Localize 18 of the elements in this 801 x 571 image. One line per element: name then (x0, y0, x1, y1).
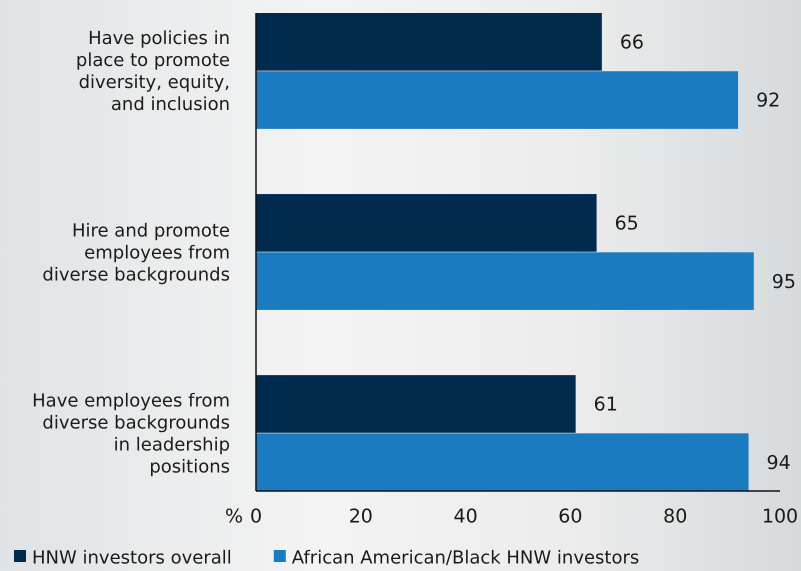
data-label: 94 (766, 452, 791, 474)
data-label: 61 (594, 394, 618, 416)
data-label: 92 (756, 90, 780, 112)
x-tick-label: 60 (558, 505, 582, 528)
y-tick-label: Hire and promote employees from diverse backgrounds (42, 220, 230, 286)
y-tick-label: Have policies in place to promote diversity, equity, and inclusion (76, 28, 230, 116)
x-tick-label: 40 (454, 505, 478, 528)
y-tick-label: Have employees from diverse backgrounds in leadership positions (32, 390, 230, 478)
x-tick-label: 0 (250, 505, 262, 528)
x-tick-label: 100 (762, 505, 798, 528)
legend-label: HNW investors overall (32, 547, 232, 568)
legend-label: African American/Black HNW investors (292, 547, 640, 568)
data-label: 95 (772, 270, 796, 293)
x-tick-label: 20 (348, 505, 373, 528)
x-tick-label: 80 (663, 505, 688, 528)
data-label: 66 (620, 31, 644, 54)
x-axis-title: % (224, 506, 243, 528)
data-label: 65 (614, 212, 639, 235)
